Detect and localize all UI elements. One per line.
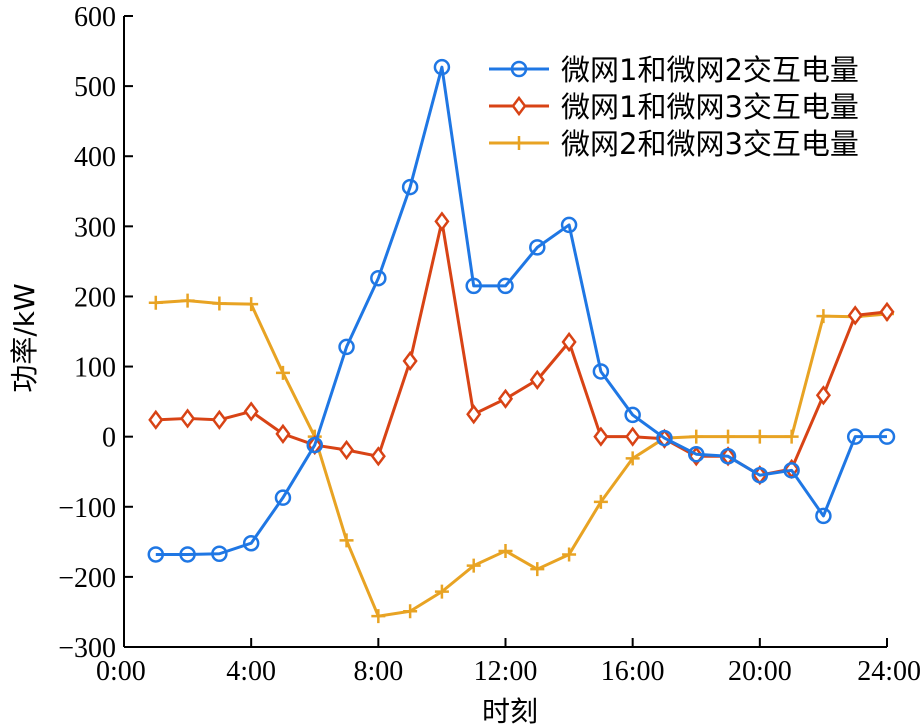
legend-swatch-marker [511,95,527,117]
series-2-point [529,369,545,390]
series-2-point [211,409,227,430]
series-2-point [815,385,831,406]
y-tick-label: 300 [74,212,116,243]
series-2-point [434,211,450,232]
series-2-point [243,401,259,422]
series-3-point [625,451,640,466]
legend-item-1: 微网1和微网2交互电量 [489,53,859,87]
x-tick-label: 12:00 [474,656,538,687]
series-1-point [688,445,705,463]
legend-item-2: 微网1和微网3交互电量 [489,90,859,124]
x-axis-title: 时刻 [482,695,538,728]
y-tick-label: 100 [74,353,116,384]
series-1-point [624,406,641,424]
legend-swatch-marker [510,60,528,78]
legend-label: 微网2和微网3交互电量 [561,127,859,161]
x-tick-label: 0:00 [96,656,146,687]
x-tick-label: 4:00 [226,656,276,687]
series-1-point [465,277,482,295]
series-1-point [370,269,387,287]
series-3 [148,293,894,624]
series-2-point [148,409,164,430]
series-2-point [370,446,386,467]
series-3-point [530,562,545,577]
series-2 [148,211,895,486]
y-tick-label: −300 [58,633,116,664]
series-1-point [242,534,260,552]
series-1-point [211,545,228,563]
series-layer [147,58,896,624]
series-3-point [466,558,481,573]
x-tick-label: 16:00 [601,656,665,687]
legend-swatch-marker [512,136,526,150]
series-1-point [497,277,514,295]
series-1-point [878,428,896,445]
series-3-point [371,609,386,624]
series-1-point [846,428,864,445]
y-tick-label: −100 [58,493,116,524]
series-2-point [275,423,291,444]
series-3-point [562,547,577,562]
series-1-point [592,363,610,380]
series-2-point [847,305,863,326]
series-3-point [339,533,354,548]
series-2-point [879,301,895,322]
x-tick-label: 24:00 [857,656,921,687]
series-1-point [751,466,769,484]
y-tick-label: 0 [102,423,116,454]
series-3-point [148,295,163,310]
series-3-point [816,309,831,324]
series-1-point [306,436,323,454]
series-2-point [338,439,355,461]
x-tick-label: 8:00 [353,656,403,687]
series-3-point [212,296,227,311]
series-2-point [625,426,641,447]
series-1-point [338,338,355,356]
y-tick-label: 600 [74,2,116,33]
series-3-point [434,584,449,599]
y-tick-label: 200 [74,282,116,313]
legend-item-3: 微网2和微网3交互电量 [489,127,859,161]
series-3-point [403,604,418,619]
series-1-point [783,462,800,479]
series-1-point [560,216,578,234]
legend-label: 微网1和微网3交互电量 [561,90,859,124]
y-axis-title: 功率/kW [8,283,41,392]
y-tick-label: 400 [74,142,116,173]
series-3-point [244,297,259,312]
series-2-point [180,408,196,429]
series-3-point [180,293,195,308]
y-tick-label: 500 [74,72,116,103]
series-3-point [498,543,513,558]
series-1-point [719,448,737,465]
series-1-point [656,429,673,447]
series-1-point [529,239,546,256]
series-1 [147,58,896,563]
series-1-line [155,65,887,556]
series-1-point [179,546,196,563]
series-3-point [721,429,736,444]
series-1-point [433,58,451,76]
y-tick-label: −200 [58,563,116,594]
series-3-point [784,429,799,444]
series-3-point [689,429,704,444]
legend-label: 微网1和微网2交互电量 [561,53,859,87]
series-2-point [593,426,609,447]
series-2-point [497,388,514,409]
series-1-point [401,178,419,196]
series-3-line [155,299,888,618]
x-tick-label: 20:00 [728,656,792,687]
series-2-point [561,331,577,353]
series-1-point [274,489,292,506]
series-3-point [752,429,767,444]
series-2-point [466,404,482,425]
series-3-point [593,494,608,509]
series-2-point [402,350,418,372]
series-1-point [815,507,832,525]
series-3-point [275,365,290,380]
series-1-point [147,546,165,563]
